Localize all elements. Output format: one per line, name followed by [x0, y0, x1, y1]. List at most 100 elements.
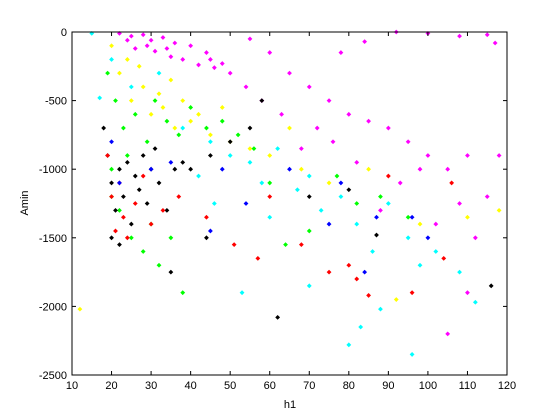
point	[109, 139, 114, 145]
point	[109, 43, 114, 49]
point	[188, 43, 194, 49]
y-tick-label: -500	[45, 96, 67, 108]
point	[496, 153, 502, 158]
point	[188, 118, 194, 124]
point	[128, 221, 134, 227]
point	[362, 269, 368, 275]
point	[267, 50, 273, 55]
point	[219, 166, 225, 172]
point	[267, 214, 273, 220]
point	[109, 57, 114, 62]
point	[338, 180, 344, 186]
point	[152, 48, 158, 54]
point	[259, 98, 265, 103]
point	[148, 166, 154, 172]
y-tick-label: -2500	[39, 370, 67, 382]
point	[117, 166, 122, 172]
x-tick-label: 50	[224, 380, 236, 392]
point	[255, 255, 261, 261]
point	[326, 269, 332, 275]
point	[243, 84, 249, 90]
point	[393, 297, 399, 302]
x-tick-label: 30	[145, 380, 157, 392]
point	[121, 194, 126, 200]
point	[124, 153, 130, 158]
point	[433, 249, 439, 254]
point	[219, 105, 225, 110]
point	[117, 70, 122, 76]
point	[208, 153, 213, 158]
point	[204, 125, 209, 131]
point	[160, 35, 166, 40]
x-tick-label: 110	[459, 380, 477, 392]
point	[247, 36, 253, 42]
point	[314, 125, 320, 131]
point	[441, 255, 447, 261]
point	[433, 221, 439, 227]
point	[425, 153, 431, 158]
point	[188, 166, 194, 172]
point	[279, 111, 284, 117]
point	[409, 352, 415, 357]
point	[109, 194, 114, 200]
x-tick-label: 70	[303, 380, 315, 392]
point	[378, 207, 383, 213]
point	[128, 98, 134, 103]
point	[227, 139, 233, 145]
point	[306, 194, 312, 200]
point	[354, 159, 360, 165]
point	[298, 166, 304, 172]
point	[484, 194, 490, 200]
point	[211, 65, 217, 71]
point	[89, 30, 95, 36]
point	[132, 111, 138, 117]
point	[168, 235, 174, 241]
point	[164, 207, 170, 213]
point	[168, 269, 174, 275]
point	[488, 283, 494, 289]
point	[227, 70, 233, 76]
point	[445, 166, 451, 172]
point	[385, 173, 391, 179]
point	[267, 194, 273, 200]
point	[124, 235, 130, 241]
point	[445, 331, 451, 337]
point	[121, 125, 126, 131]
point	[132, 46, 138, 51]
x-tick-label: 80	[343, 380, 355, 392]
point	[354, 201, 360, 206]
point	[148, 37, 154, 43]
point	[101, 125, 107, 131]
point	[405, 139, 411, 145]
point	[409, 290, 415, 296]
point	[362, 39, 368, 45]
point	[172, 40, 178, 46]
point	[124, 37, 130, 43]
point	[156, 180, 162, 186]
point	[128, 84, 134, 90]
point	[208, 228, 213, 234]
point	[140, 32, 146, 38]
point	[113, 98, 118, 103]
point	[196, 62, 201, 68]
point	[128, 235, 134, 241]
point	[136, 63, 142, 69]
point	[239, 290, 245, 296]
point	[472, 235, 478, 241]
y-axis-label: Amin	[19, 190, 31, 215]
point	[180, 57, 186, 62]
point	[180, 159, 186, 165]
point	[306, 228, 312, 234]
point	[113, 207, 118, 213]
point	[397, 180, 403, 186]
point	[417, 262, 423, 268]
point	[492, 40, 498, 46]
point	[457, 33, 462, 39]
point	[128, 33, 134, 39]
point	[152, 146, 158, 152]
point	[354, 221, 360, 227]
point	[472, 299, 478, 305]
point	[144, 201, 150, 206]
point	[140, 249, 146, 254]
point	[176, 132, 182, 138]
